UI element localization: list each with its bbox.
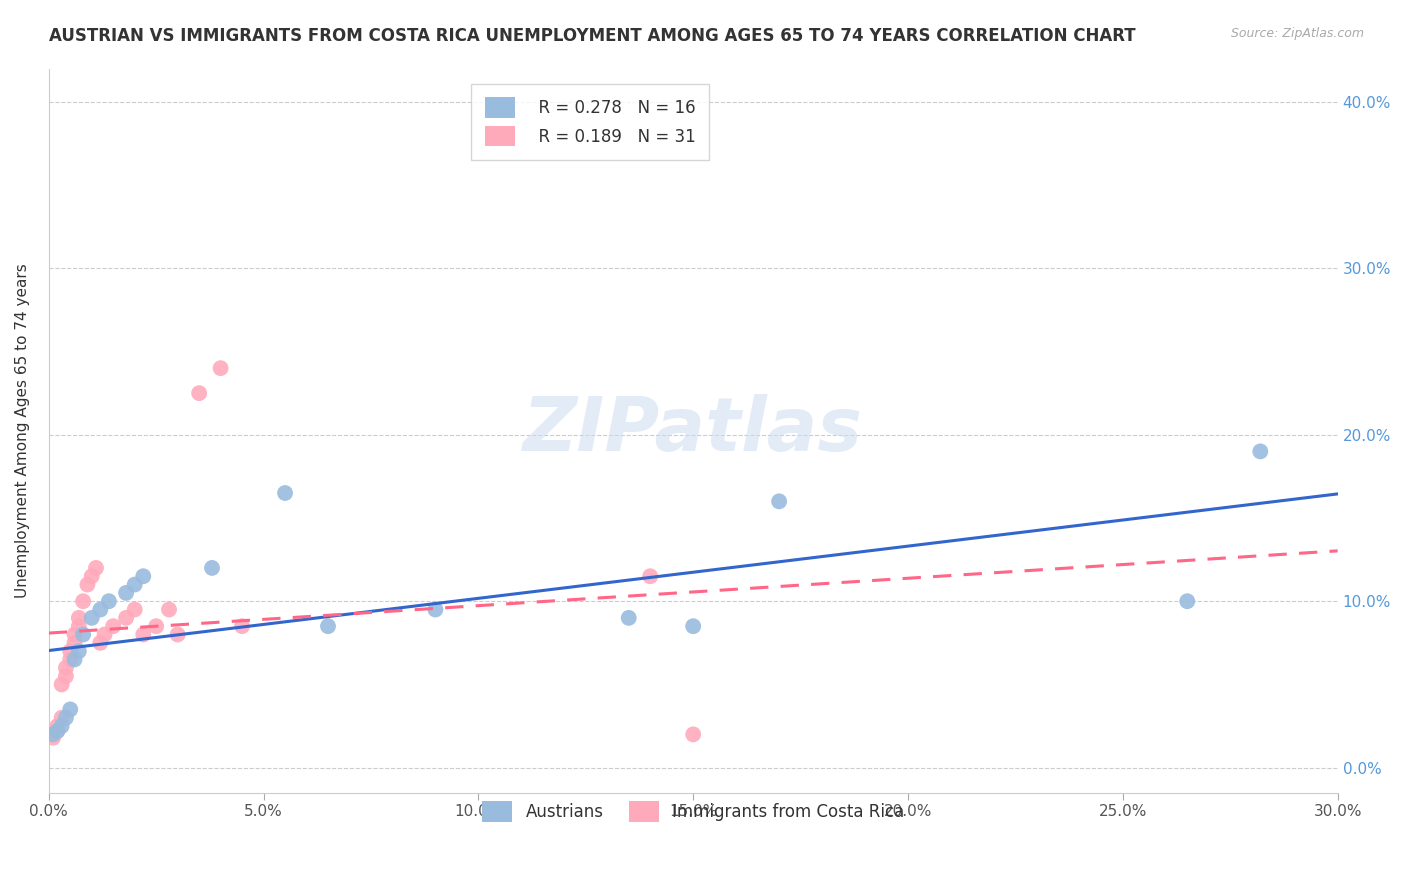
Point	[55, 711, 77, 725]
Point	[201, 561, 224, 575]
Point	[55, 661, 77, 675]
Point	[89, 636, 111, 650]
Point	[97, 594, 120, 608]
Text: AUSTRIAN VS IMMIGRANTS FROM COSTA RICA UNEMPLOYMENT AMONG AGES 65 TO 74 YEARS CO: AUSTRIAN VS IMMIGRANTS FROM COSTA RICA U…	[49, 27, 1136, 45]
Point	[617, 611, 640, 625]
Point	[132, 627, 155, 641]
Point	[188, 386, 211, 401]
Point	[63, 636, 86, 650]
Point	[46, 719, 69, 733]
Point	[274, 486, 297, 500]
Point	[124, 602, 146, 616]
Point	[63, 652, 86, 666]
Y-axis label: Unemployment Among Ages 65 to 74 years: Unemployment Among Ages 65 to 74 years	[15, 263, 30, 598]
Point	[115, 611, 138, 625]
Text: ZIPatlas: ZIPatlas	[523, 394, 863, 467]
Point	[84, 561, 107, 575]
Point	[42, 727, 65, 741]
Point	[80, 569, 103, 583]
Point	[209, 361, 232, 376]
Point	[51, 711, 73, 725]
Point	[145, 619, 167, 633]
Point	[132, 569, 155, 583]
Point	[682, 727, 704, 741]
Point	[72, 627, 94, 641]
Point	[46, 724, 69, 739]
Point	[124, 577, 146, 591]
Point	[93, 627, 115, 641]
Point	[115, 586, 138, 600]
Point	[425, 602, 447, 616]
Point	[67, 611, 90, 625]
Point	[89, 602, 111, 616]
Point	[59, 644, 82, 658]
Point	[157, 602, 180, 616]
Point	[63, 627, 86, 641]
Point	[42, 731, 65, 745]
Legend: Austrians, Immigrants from Costa Rica: Austrians, Immigrants from Costa Rica	[470, 788, 918, 835]
Point	[682, 619, 704, 633]
Point	[103, 619, 125, 633]
Point	[72, 594, 94, 608]
Point	[166, 627, 188, 641]
Point	[51, 677, 73, 691]
Point	[46, 724, 69, 739]
Point	[1249, 444, 1271, 458]
Point	[67, 619, 90, 633]
Point	[638, 569, 661, 583]
Point	[59, 652, 82, 666]
Point	[59, 702, 82, 716]
Point	[768, 494, 790, 508]
Point	[55, 669, 77, 683]
Text: Source: ZipAtlas.com: Source: ZipAtlas.com	[1230, 27, 1364, 40]
Point	[231, 619, 253, 633]
Point	[1175, 594, 1198, 608]
Point	[51, 719, 73, 733]
Point	[80, 611, 103, 625]
Point	[67, 644, 90, 658]
Point	[76, 577, 98, 591]
Point	[316, 619, 339, 633]
